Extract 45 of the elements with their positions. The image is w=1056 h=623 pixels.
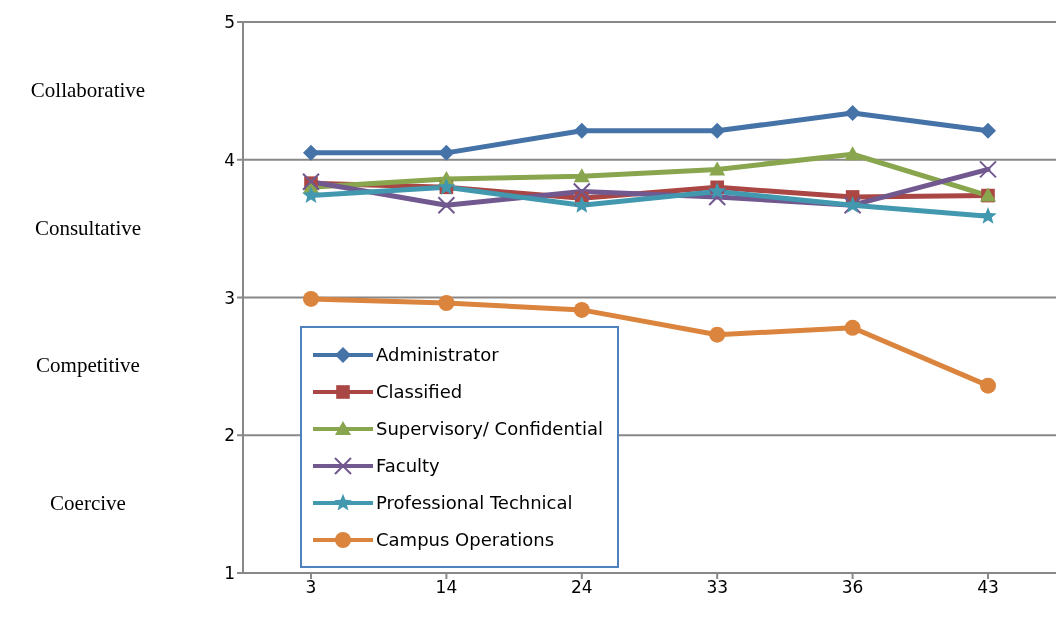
point bbox=[708, 187, 727, 206]
legend-label: Professional Technical bbox=[376, 492, 573, 513]
point bbox=[302, 186, 320, 204]
point bbox=[437, 196, 456, 215]
y-tick-label: 3 bbox=[224, 287, 235, 308]
y-tick-label: 4 bbox=[224, 149, 235, 170]
point bbox=[844, 104, 861, 121]
text: Consultative bbox=[33, 215, 143, 241]
x-tick-label: 43 bbox=[977, 577, 999, 598]
x-tick-label: 36 bbox=[841, 577, 864, 598]
point bbox=[303, 144, 319, 161]
x-tick-label: 33 bbox=[706, 577, 729, 598]
point bbox=[980, 377, 996, 394]
point bbox=[979, 207, 997, 224]
point bbox=[709, 326, 726, 343]
point bbox=[573, 301, 590, 318]
legend-label: Administrator bbox=[376, 344, 499, 365]
legend-label: Faculty bbox=[376, 455, 440, 476]
x-tick-label: 3 bbox=[305, 577, 317, 598]
point bbox=[572, 182, 591, 201]
x-tick-label: 14 bbox=[435, 577, 458, 598]
point bbox=[980, 122, 996, 139]
legend-label: Supervisory/ Confidential bbox=[376, 418, 603, 439]
point bbox=[438, 144, 455, 161]
point bbox=[844, 146, 861, 161]
point bbox=[709, 161, 726, 176]
point bbox=[573, 122, 590, 139]
legend-label: Classified bbox=[376, 381, 463, 402]
point bbox=[438, 295, 455, 312]
text: Competitive bbox=[35, 353, 141, 379]
point bbox=[979, 160, 997, 179]
y-tick-label: 1 bbox=[224, 563, 235, 584]
point bbox=[303, 290, 319, 307]
legend-label: Campus Operations bbox=[376, 529, 555, 550]
point bbox=[708, 182, 726, 199]
text: Coercive bbox=[49, 491, 127, 517]
y-tick-label: 5 bbox=[224, 12, 235, 33]
point bbox=[302, 172, 320, 191]
point bbox=[844, 319, 861, 336]
x-tick-label: 24 bbox=[570, 577, 593, 598]
point bbox=[709, 122, 726, 139]
point bbox=[573, 196, 591, 213]
y-tick-label: 2 bbox=[224, 425, 235, 446]
point bbox=[573, 168, 590, 183]
text: Collaborative bbox=[29, 77, 147, 103]
